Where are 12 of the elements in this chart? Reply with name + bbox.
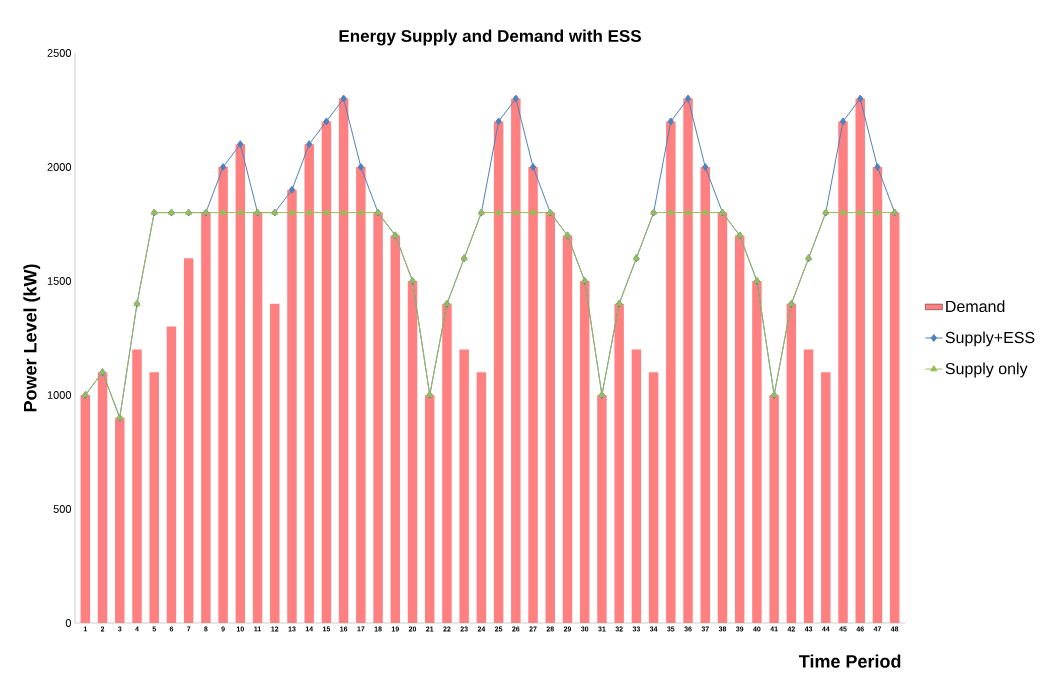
y-tick-label: 0: [65, 619, 72, 627]
legend-label: Demand: [946, 300, 1005, 313]
y-tick-label: 2500: [47, 49, 72, 57]
chart-title: Energy Supply and Demand with ESS: [339, 29, 641, 46]
y-axis-title: Power Level (kW): [23, 264, 41, 412]
y-tick-label: 500: [53, 505, 72, 513]
y-tick-label: 1500: [47, 277, 72, 285]
x-axis-title: Time Period: [798, 654, 901, 668]
legend-label: Supply only: [945, 362, 1028, 378]
y-tick-label: 1000: [47, 391, 72, 399]
y-tick-label: 2000: [47, 163, 72, 171]
legend-label: Supply+ESS: [945, 331, 1035, 347]
